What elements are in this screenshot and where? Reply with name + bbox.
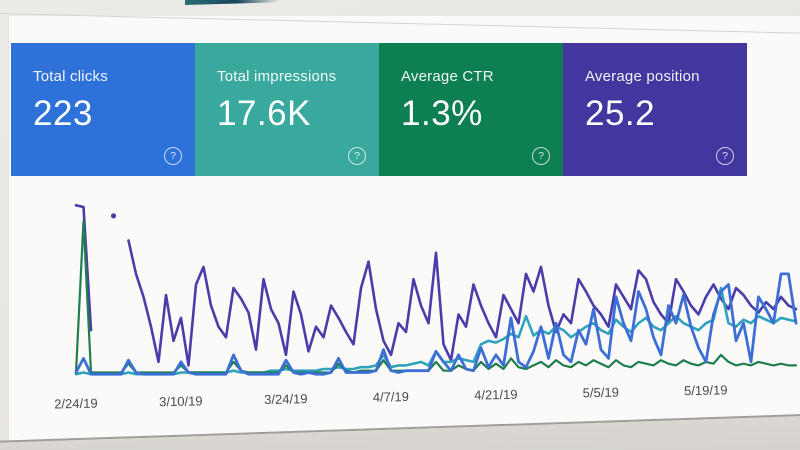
x-axis-label: 3/10/19 bbox=[159, 393, 203, 409]
average-ctr-label: Average CTR bbox=[401, 68, 494, 85]
x-axis-label: 5/5/19 bbox=[583, 385, 619, 401]
help-icon[interactable]: ? bbox=[164, 147, 182, 165]
x-axis-label: 3/24/19 bbox=[264, 391, 308, 407]
average-position-card[interactable]: Average position 25.2 ? bbox=[563, 43, 747, 176]
total-clicks-label: Total clicks bbox=[33, 68, 108, 85]
series-point-position bbox=[110, 213, 117, 219]
x-axis-label: 4/7/19 bbox=[373, 389, 409, 405]
chart-svg: 2/24/19 3/10/19 3/24/19 4/7/19 4/21/19 5/5/19… bbox=[54, 204, 798, 411]
total-clicks-value: 223 bbox=[33, 94, 93, 133]
x-axis-labels: 2/24/19 3/10/19 3/24/19 4/7/19 4/21/19 5/5/19… bbox=[54, 382, 728, 411]
total-impressions-value: 17.6K bbox=[217, 94, 311, 133]
help-icon[interactable]: ? bbox=[348, 147, 366, 165]
average-position-label: Average position bbox=[585, 68, 700, 85]
series-line-ctr bbox=[74, 220, 798, 374]
total-impressions-card[interactable]: Total impressions 17.6K ? bbox=[195, 43, 379, 176]
metric-cards-row: Total clicks 223 ? Total impressions 17.… bbox=[11, 43, 747, 176]
total-impressions-label: Total impressions bbox=[217, 68, 337, 85]
performance-panel: Total clicks 223 ? Total impressions 17.… bbox=[8, 16, 800, 442]
total-clicks-card[interactable]: Total clicks 223 ? bbox=[11, 43, 195, 176]
average-ctr-card[interactable]: Average CTR 1.3% ? bbox=[379, 43, 563, 176]
series-line-clicks bbox=[74, 272, 798, 376]
average-position-value: 25.2 bbox=[585, 94, 656, 133]
help-icon[interactable]: ? bbox=[716, 147, 734, 165]
x-axis-label: 4/21/19 bbox=[474, 387, 518, 403]
series-line-position bbox=[127, 239, 798, 367]
scrolled-element-edge bbox=[185, 0, 280, 5]
average-ctr-value: 1.3% bbox=[401, 94, 483, 133]
x-axis-label: 5/19/19 bbox=[684, 382, 728, 398]
series-line-position bbox=[74, 204, 93, 332]
help-icon[interactable]: ? bbox=[532, 147, 550, 165]
x-axis-label: 2/24/19 bbox=[54, 396, 98, 412]
performance-chart[interactable]: 2/24/19 3/10/19 3/24/19 4/7/19 4/21/19 5/5/19… bbox=[9, 16, 800, 442]
